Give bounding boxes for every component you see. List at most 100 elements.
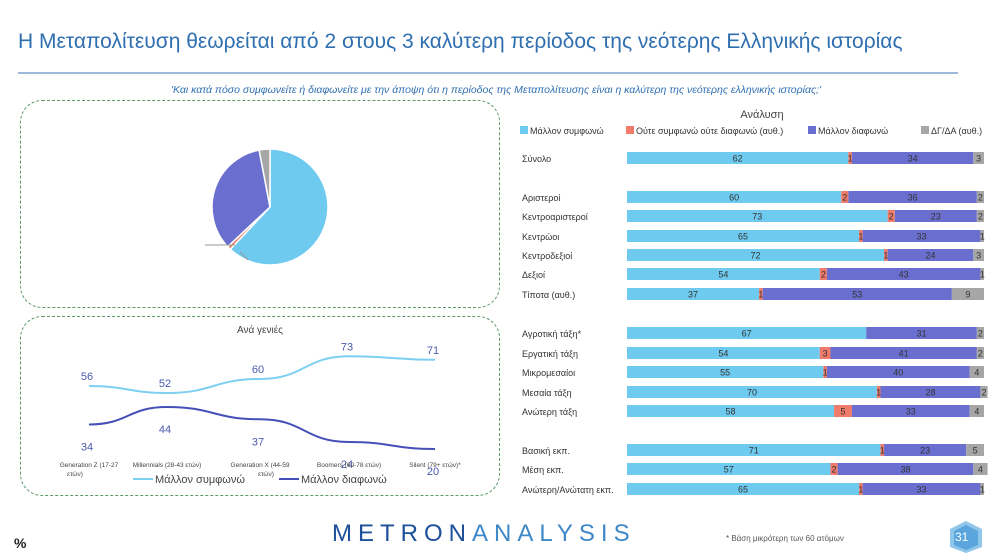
bar-segment (980, 483, 984, 495)
bar-segment (819, 268, 827, 280)
bar-value-label: 41 (899, 349, 909, 359)
bar-value-label: 3 (976, 251, 981, 261)
data-label: 71 (427, 345, 439, 357)
bar-value-label: 53 (852, 290, 862, 300)
percent-unit-label: % (14, 535, 27, 551)
bar-value-label: 24 (925, 251, 935, 261)
series-line (88, 405, 436, 450)
category-label: Generation Z (17-27 (60, 462, 119, 469)
legend-swatch (626, 126, 634, 134)
row-label: Σύνολο (522, 154, 551, 164)
bar-value-label: 3 (976, 154, 981, 164)
row-label: Δεξιοί (522, 270, 545, 280)
logo-text-left: METRON (332, 520, 472, 547)
bar-segment (884, 249, 888, 261)
legend-label: Μάλλον συμφωνώ (155, 474, 245, 486)
bar-segment (627, 249, 885, 261)
legend-label: Μάλλον διαφωνώ (301, 474, 387, 486)
legend-label: Μάλλον διαφωνώ (818, 126, 888, 136)
page-number: 31 (955, 530, 969, 544)
pie-chart-panel (20, 100, 500, 308)
row-label: Αγροτική τάξη* (522, 329, 582, 339)
bar-value-label: 1 (980, 270, 985, 280)
bar-value-label: 2 (978, 212, 983, 222)
logo-text-right: ANALYSIS (472, 520, 636, 547)
footnote: * Βάση μικρότερη των 60 ατόμων (726, 534, 844, 543)
bar-value-label: 57 (724, 465, 734, 475)
category-label: ετών) (67, 470, 83, 478)
row-label: Βασική εκπ. (522, 446, 570, 456)
bar-segment (627, 366, 824, 378)
bar-segment (973, 152, 984, 164)
bar-value-label: 55 (720, 368, 730, 378)
pie-leader-line (239, 251, 249, 261)
bar-value-label: 1 (883, 251, 888, 261)
bar-segment (823, 366, 827, 378)
row-label: Ανώτερη/Ανώτατη εκπ. (522, 485, 614, 495)
bar-segment (862, 483, 981, 495)
row-label: Κεντρώοι (522, 232, 559, 242)
bar-segment (627, 483, 860, 495)
data-label: 44 (159, 424, 171, 436)
bar-segment (848, 191, 977, 203)
legend-swatch (808, 126, 816, 134)
bar-chart-title: Ανάλυση (740, 109, 783, 121)
bar-value-label: 1 (876, 388, 881, 398)
row-label: Μικρομεσαίοι (522, 368, 575, 378)
title-divider (18, 72, 958, 74)
bar-segment (627, 191, 842, 203)
bar-value-label: 5 (840, 407, 845, 417)
category-label: ετών) (258, 470, 274, 478)
bar-segment (980, 230, 984, 242)
bar-value-label: 72 (751, 251, 761, 261)
bar-value-label: 1 (880, 446, 885, 456)
pie-slice (258, 148, 271, 208)
pie-slice (211, 149, 271, 248)
series-line (88, 355, 436, 395)
bar-value-label: 4 (978, 465, 983, 475)
bar-value-label: 2 (842, 193, 847, 203)
data-label: 73 (341, 341, 353, 353)
bar-segment (834, 405, 852, 417)
bar-segment (969, 366, 984, 378)
bar-segment (880, 386, 981, 398)
data-label: 56 (81, 371, 93, 383)
data-label: 24 (341, 459, 353, 471)
page-title: Η Μεταπολίτευση θεωρείται από 2 στους 3 … (18, 30, 903, 53)
pie-chart (205, 148, 329, 266)
bar-segment (627, 210, 888, 222)
bar-segment (826, 366, 970, 378)
bar-segment (819, 347, 831, 359)
bar-segment (762, 288, 952, 300)
bar-segment (887, 249, 974, 261)
bar-segment (973, 463, 988, 475)
bar-value-label: 33 (917, 485, 927, 495)
generations-line-chart: Ανά γενιές 56 52 60 73 71 34 44 37 24 20 Generation… (60, 324, 461, 486)
bar-value-label: 37 (688, 290, 698, 300)
bar-segment (627, 386, 877, 398)
bar-segment (851, 152, 974, 164)
bar-segment (859, 483, 863, 495)
bar-value-label: 2 (978, 193, 983, 203)
bar-value-label: 2 (978, 329, 983, 339)
bar-segment (627, 268, 820, 280)
row-label: Αριστεροί (522, 193, 560, 203)
bar-value-label: 38 (900, 465, 910, 475)
bar-value-label: 2 (981, 388, 986, 398)
legend-label: Μάλλον συμφωνώ (530, 126, 604, 136)
bar-segment (976, 347, 984, 359)
row-label: Εργατική τάξη (522, 349, 578, 359)
bar-value-label: 1 (758, 290, 763, 300)
legend-swatch (921, 126, 929, 134)
bar-value-label: 31 (917, 329, 927, 339)
bar-segment (627, 405, 835, 417)
data-label: 34 (81, 442, 93, 454)
bar-segment (966, 444, 984, 456)
bar-value-label: 71 (749, 446, 759, 456)
category-label: Boomers (60-78 ετών) (317, 461, 381, 469)
bar-segment (627, 327, 867, 339)
bar-value-label: 65 (738, 232, 748, 242)
bar-value-label: 33 (917, 232, 927, 242)
bar-value-label: 54 (718, 349, 728, 359)
bar-segment (980, 386, 988, 398)
